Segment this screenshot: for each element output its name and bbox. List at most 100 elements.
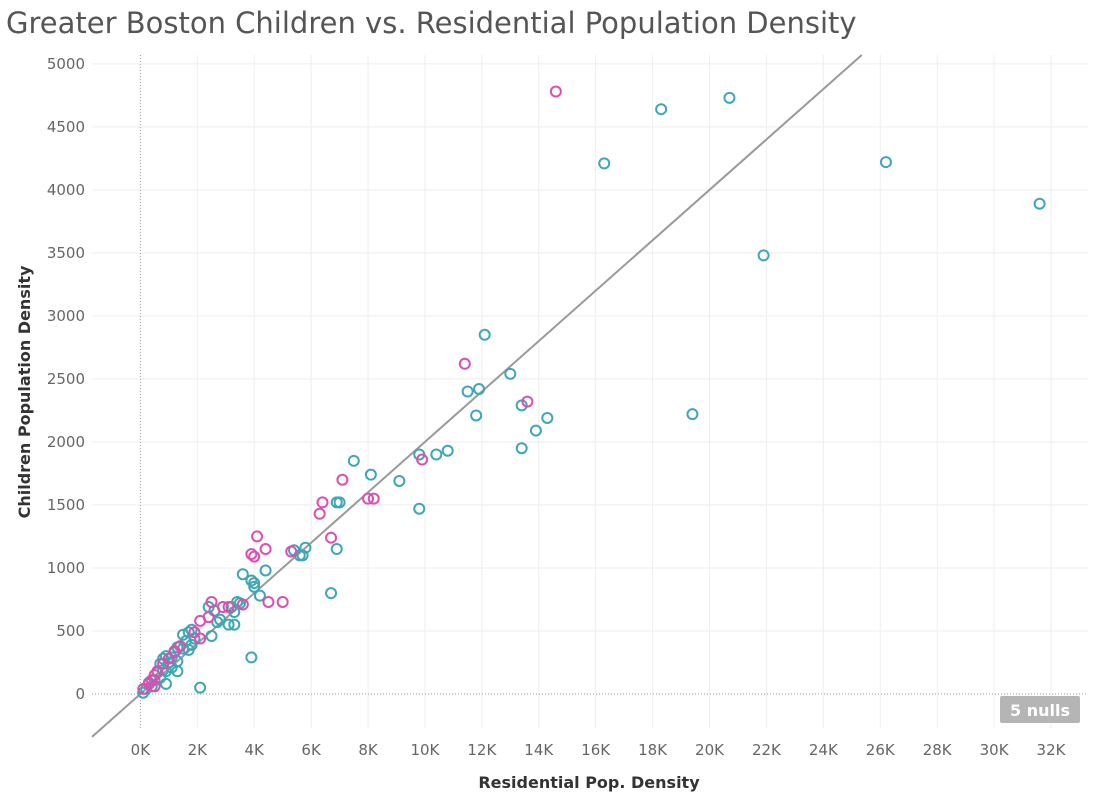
y-axis-title: Children Population Density: [15, 265, 34, 518]
nulls-badge[interactable]: [1000, 696, 1080, 723]
data-points: [137, 85, 1046, 699]
data-point: [253, 589, 266, 602]
data-point: [478, 328, 491, 341]
data-point: [313, 507, 326, 520]
data-point: [325, 531, 338, 544]
data-point: [473, 382, 486, 395]
data-point: [521, 395, 534, 408]
x-axis-title: Residential Pop. Density: [478, 773, 700, 792]
y-tick-label: 3000: [47, 307, 85, 325]
data-point: [177, 628, 190, 641]
data-point: [515, 442, 528, 455]
data-point: [171, 665, 184, 678]
data-point: [245, 548, 258, 561]
x-tick-label: 30K: [980, 741, 1010, 759]
data-point: [222, 601, 235, 614]
x-tick-label: 14K: [524, 741, 554, 759]
x-tick-label: 2K: [188, 741, 209, 759]
data-point: [205, 595, 218, 608]
data-point: [194, 681, 207, 694]
x-tick-label: 22K: [752, 741, 782, 759]
data-point: [245, 574, 258, 587]
data-point: [458, 357, 471, 370]
data-point: [188, 626, 201, 639]
data-point: [757, 249, 770, 262]
data-point: [248, 550, 261, 563]
data-point: [364, 468, 377, 481]
x-tick-label: 16K: [581, 741, 611, 759]
data-point: [137, 686, 150, 699]
data-point: [367, 492, 380, 505]
data-point: [236, 568, 249, 581]
data-point: [211, 616, 224, 629]
y-tick-label: 1000: [47, 559, 85, 577]
data-point: [228, 618, 241, 631]
data-point: [504, 367, 517, 380]
data-point: [723, 91, 736, 104]
nulls-label[interactable]: 5 nulls: [1010, 701, 1070, 720]
x-tick-label: 10K: [410, 741, 440, 759]
data-point: [248, 577, 261, 590]
y-tick-label: 500: [56, 622, 85, 640]
data-point: [1033, 197, 1046, 210]
x-tick-label: 12K: [467, 741, 497, 759]
grid-lines: [92, 55, 1088, 728]
x-tick-label: 26K: [866, 741, 896, 759]
data-point: [202, 611, 215, 624]
data-point: [416, 453, 429, 466]
data-point: [879, 156, 892, 169]
data-point: [168, 645, 181, 658]
data-point: [541, 411, 554, 424]
data-point: [159, 650, 172, 663]
data-point: [137, 682, 150, 695]
x-tick-label: 28K: [923, 741, 953, 759]
data-point: [686, 408, 699, 421]
y-tick-label: 2000: [47, 433, 85, 451]
data-point: [259, 564, 272, 577]
x-tick-label: 0K: [131, 741, 152, 759]
data-point: [259, 543, 272, 556]
data-point: [222, 618, 235, 631]
data-point: [159, 677, 172, 690]
data-point: [276, 595, 289, 608]
x-tick-label: 32K: [1037, 741, 1067, 759]
data-point: [430, 448, 443, 461]
data-point: [529, 424, 542, 437]
data-point: [214, 613, 227, 626]
data-point: [441, 444, 454, 457]
data-point: [336, 473, 349, 486]
y-tick-label: 4500: [47, 118, 85, 136]
y-tick-label: 3500: [47, 244, 85, 262]
data-point: [248, 580, 261, 593]
data-point: [362, 492, 375, 505]
data-point: [316, 496, 329, 509]
data-point: [655, 103, 668, 116]
zero-reference-lines: [92, 55, 1088, 728]
data-point: [598, 157, 611, 170]
data-point: [299, 541, 312, 554]
data-point: [205, 629, 218, 642]
data-point: [236, 598, 249, 611]
data-point: [413, 502, 426, 515]
data-point: [549, 85, 562, 98]
data-point: [285, 545, 298, 558]
y-tick-label: 1500: [47, 496, 85, 514]
trend-line: [91, 54, 863, 738]
x-tick-label: 24K: [809, 741, 839, 759]
data-point: [470, 409, 483, 422]
y-tick-label: 5000: [47, 55, 85, 73]
x-tick-label: 8K: [358, 741, 379, 759]
data-point: [245, 651, 258, 664]
x-tick-label: 4K: [245, 741, 266, 759]
data-point: [216, 601, 229, 614]
data-point: [461, 385, 474, 398]
data-point: [330, 543, 343, 556]
data-point: [325, 587, 338, 600]
x-tick-label: 6K: [301, 741, 322, 759]
trend-line-path: [91, 54, 863, 738]
y-tick-label: 0: [75, 685, 85, 703]
data-point: [262, 595, 275, 608]
data-point: [347, 454, 360, 467]
nulls-indicator[interactable]: 5 nulls: [1000, 696, 1080, 723]
